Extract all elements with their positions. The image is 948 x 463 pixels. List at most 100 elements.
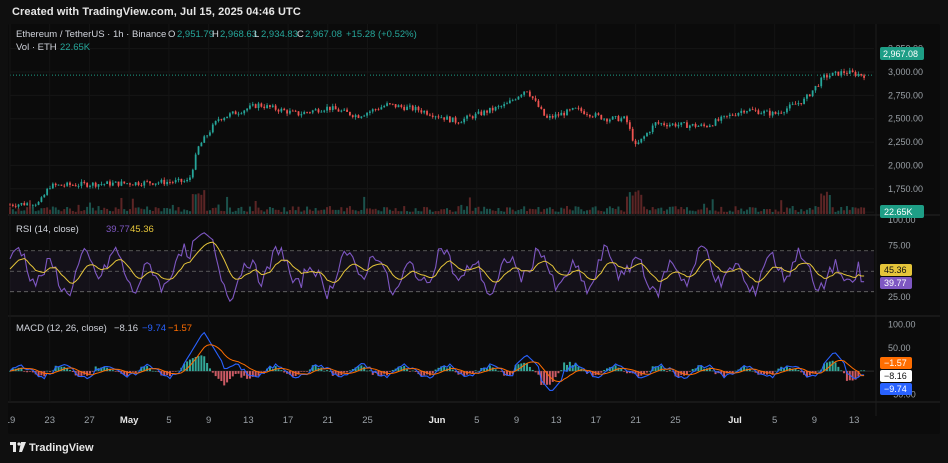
candle-body[interactable] [680,122,683,125]
candle-body[interactable] [428,114,431,116]
candle-body[interactable] [668,124,671,127]
candle-body[interactable] [83,181,86,183]
candle-body[interactable] [200,142,203,147]
candle-body[interactable] [606,118,608,122]
candle-body[interactable] [663,123,666,126]
candle-body[interactable] [460,122,463,124]
candle-body[interactable] [560,112,563,116]
candle-body[interactable] [217,119,220,121]
candle-body[interactable] [300,114,303,116]
candle-body[interactable] [457,122,460,124]
candle-body[interactable] [791,103,794,105]
candle-body[interactable] [243,110,246,114]
candle-body[interactable] [566,109,568,116]
candle-body[interactable] [89,185,91,187]
candle-body[interactable] [723,115,726,117]
candle-body[interactable] [251,104,254,106]
candle-body[interactable] [66,182,69,186]
candle-body[interactable] [748,109,751,112]
candle-body[interactable] [583,111,586,115]
candle-body[interactable] [551,115,554,118]
rsi-pane[interactable] [9,232,874,303]
candle-body[interactable] [351,115,354,118]
candle-body[interactable] [651,125,654,133]
candle-body[interactable] [414,106,417,111]
candle-body[interactable] [254,104,257,108]
candle-body[interactable] [503,104,506,107]
candle-body[interactable] [631,128,634,141]
candle-body[interactable] [269,105,271,107]
candle-body[interactable] [754,109,757,111]
candle-body[interactable] [751,109,754,111]
candle-body[interactable] [557,114,560,116]
candle-body[interactable] [803,98,805,104]
candle-body[interactable] [266,105,268,109]
candle-body[interactable] [117,181,120,186]
candle-body[interactable] [57,184,60,186]
candle-body[interactable] [846,72,848,74]
candle-body[interactable] [283,108,286,111]
candle-body[interactable] [149,181,151,184]
candle-body[interactable] [203,136,206,143]
candle-body[interactable] [389,103,391,105]
candle-body[interactable] [440,117,443,119]
candle-body[interactable] [311,110,314,113]
candle-body[interactable] [474,113,477,119]
candle-body[interactable] [688,125,691,128]
candle-body[interactable] [137,182,140,186]
candle-body[interactable] [54,183,57,186]
candle-body[interactable] [260,103,263,107]
candle-body[interactable] [746,111,748,113]
candle-body[interactable] [126,183,129,185]
candle-body[interactable] [454,117,457,123]
candle-body[interactable] [171,182,174,183]
candle-body[interactable] [694,124,697,127]
candle-body[interactable] [309,112,311,114]
candle-body[interactable] [114,181,117,183]
candle-body[interactable] [180,178,183,182]
candle-body[interactable] [640,138,643,143]
candle-body[interactable] [91,182,94,186]
candle-body[interactable] [291,110,294,112]
candle-body[interactable] [820,77,823,87]
candle-body[interactable] [366,112,368,116]
candle-body[interactable] [657,122,660,124]
candle-body[interactable] [506,103,508,105]
candle-body[interactable] [23,203,26,206]
candle-body[interactable] [806,94,808,99]
candle-body[interactable] [574,107,577,109]
candle-body[interactable] [726,115,728,117]
candle-body[interactable] [480,111,483,116]
candle-body[interactable] [468,115,471,117]
candle-body[interactable] [857,73,860,76]
candle-body[interactable] [169,181,171,183]
candle-body[interactable] [271,105,274,107]
candle-body[interactable] [471,116,474,119]
candle-body[interactable] [591,116,594,118]
candle-body[interactable] [431,115,434,117]
candle-body[interactable] [209,132,211,136]
candle-body[interactable] [777,112,780,114]
candle-body[interactable] [277,109,280,112]
candle-body[interactable] [743,110,745,113]
candle-body[interactable] [154,183,157,185]
candle-body[interactable] [40,197,43,202]
candle-body[interactable] [814,85,817,91]
candle-body[interactable] [143,181,146,186]
candle-body[interactable] [357,115,360,118]
candle-body[interactable] [274,105,277,110]
candle-body[interactable] [226,116,228,119]
candle-body[interactable] [123,181,126,184]
candle-body[interactable] [608,119,611,122]
candle-body[interactable] [97,184,100,187]
rsi-line[interactable] [9,232,865,303]
candle-body[interactable] [426,111,428,115]
candle-body[interactable] [100,184,103,185]
candle-body[interactable] [860,73,863,76]
candle-body[interactable] [537,100,540,107]
candle-body[interactable] [788,104,791,109]
candle-body[interactable] [677,124,680,127]
candle-body[interactable] [49,188,51,190]
candle-body[interactable] [448,116,451,123]
candle-body[interactable] [843,71,845,73]
